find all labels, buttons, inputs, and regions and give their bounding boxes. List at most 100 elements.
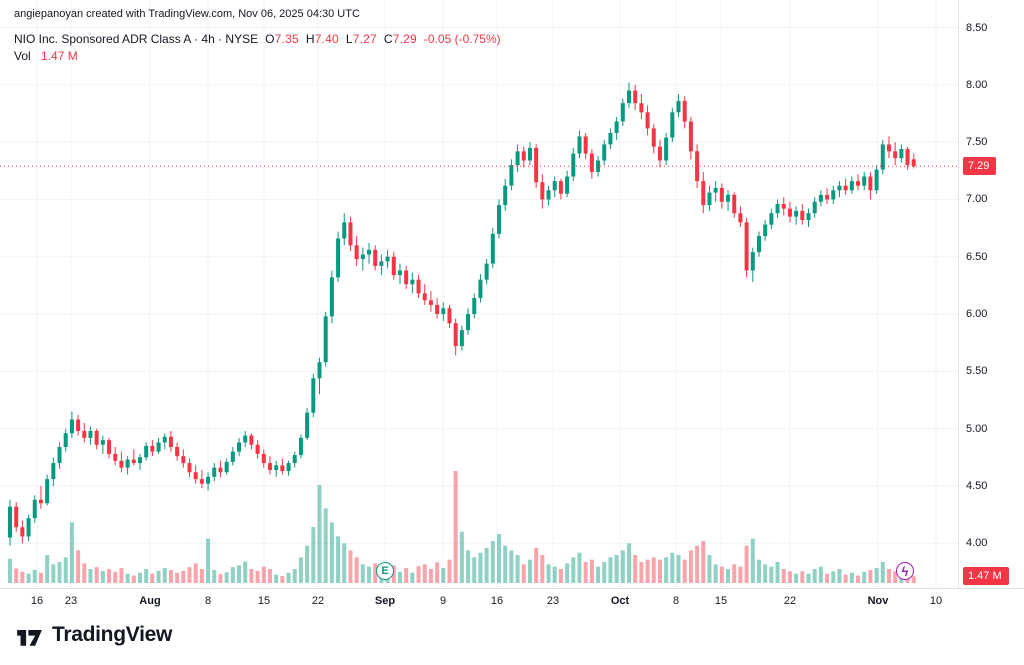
volume-bar xyxy=(317,485,322,583)
volume-bar xyxy=(818,566,823,583)
candle-body xyxy=(719,187,724,202)
candle-body xyxy=(441,308,446,315)
volume-bar xyxy=(645,559,650,583)
volume-bar xyxy=(20,571,25,583)
candle-body xyxy=(57,447,62,464)
volume-bar xyxy=(534,548,539,583)
candle-body xyxy=(657,146,662,161)
candle-body xyxy=(69,419,74,434)
volume-bar xyxy=(744,545,749,583)
high-value: H7.40 xyxy=(305,32,339,46)
candle-body xyxy=(292,455,297,464)
volume-bar xyxy=(627,543,631,583)
chart-canvas[interactable] xyxy=(0,0,958,588)
volume-bar xyxy=(682,559,687,583)
volume-bar xyxy=(107,569,112,583)
volume-bar xyxy=(775,562,780,583)
tradingview-logo[interactable]: TradingView xyxy=(16,622,172,647)
price-axis-label: 8.00 xyxy=(966,78,988,91)
candle-body xyxy=(391,256,396,276)
volume-bar xyxy=(515,555,520,583)
time-axis-label: 15 xyxy=(257,595,271,607)
volume-bar xyxy=(119,568,124,583)
price-axis[interactable]: 7.29 1.47 M 8.50 8.00 7.50 7.00 6.50 6.00 5.50… xyxy=(958,0,1024,614)
volume-bar xyxy=(243,561,248,583)
volume-bar xyxy=(503,545,508,583)
volume-bar xyxy=(763,564,768,583)
attribution-text: angiepanoyan created with TradingView.co… xyxy=(14,8,360,20)
volume-bar xyxy=(911,576,916,583)
candle-body xyxy=(515,151,520,166)
volume-bar xyxy=(323,508,328,583)
volume-bar xyxy=(162,568,167,583)
volume-bar xyxy=(794,573,799,583)
candle-body xyxy=(131,459,136,464)
tradingview-logo-icon xyxy=(17,630,42,646)
time-axis-label: 16 xyxy=(490,595,504,607)
volume-bar xyxy=(76,550,81,583)
candle-body xyxy=(707,192,712,206)
candle-body xyxy=(627,90,631,104)
volume-bar xyxy=(57,562,62,583)
candle-body xyxy=(32,499,37,519)
candle-body xyxy=(82,430,87,438)
candle-body xyxy=(336,238,341,278)
change-value: -0.05 (-0.75%) xyxy=(423,32,501,46)
candle-body xyxy=(639,103,644,113)
candle-body xyxy=(608,132,613,145)
volume-bar xyxy=(602,562,607,583)
time-axis[interactable]: 16 23 Aug 8 15 22 Sep 9 16 23 Oct 8 15 22 Nov 10 xyxy=(0,588,1024,615)
candle-body xyxy=(756,236,761,253)
candle-body xyxy=(249,435,254,445)
candle-body xyxy=(218,467,223,473)
candle-body xyxy=(527,147,532,161)
candle-body xyxy=(744,222,749,271)
volume-bar xyxy=(249,569,254,583)
candle-body xyxy=(695,151,700,182)
volume-bar xyxy=(69,522,74,583)
price-axis-label: 5.50 xyxy=(966,365,988,378)
candle-body xyxy=(787,208,792,217)
volume-bar xyxy=(750,538,755,583)
candle-body xyxy=(286,463,291,472)
volume-bar xyxy=(14,568,19,583)
candle-body xyxy=(379,261,384,266)
volume-bar xyxy=(633,555,638,583)
candle-body xyxy=(175,447,180,457)
candle-body xyxy=(453,323,458,347)
volume-bar xyxy=(156,570,161,583)
candle-body xyxy=(51,463,56,480)
volume-bar xyxy=(125,573,130,583)
volume-bar xyxy=(422,564,427,583)
candle-body xyxy=(676,100,681,113)
candle-body xyxy=(800,210,805,221)
volume-bar xyxy=(8,558,12,583)
volume-bar xyxy=(32,569,37,583)
low-value: L7.27 xyxy=(345,32,377,46)
volume-bar xyxy=(391,565,396,583)
volume-bar xyxy=(769,566,774,583)
volume-bar xyxy=(459,531,464,583)
lightning-icon[interactable]: ϟ xyxy=(896,562,914,580)
candle-body xyxy=(843,185,848,191)
candle-body xyxy=(367,249,372,255)
volume-bar xyxy=(267,569,272,583)
candle-body xyxy=(76,419,81,431)
candle-body xyxy=(329,277,334,317)
volume-bar xyxy=(274,574,279,583)
volume-bar xyxy=(137,572,142,583)
volume-bar xyxy=(168,569,173,583)
candle-body xyxy=(261,453,266,464)
candle-body xyxy=(298,437,303,456)
volume-bar xyxy=(651,557,656,583)
candle-body xyxy=(583,136,588,154)
candle-body xyxy=(348,222,353,246)
volume-bar xyxy=(94,567,99,583)
candle-body xyxy=(577,136,582,154)
earnings-icon[interactable]: E xyxy=(376,562,394,580)
volume-bar xyxy=(478,552,483,583)
volume-bar xyxy=(620,550,625,583)
symbol-legend[interactable]: NIO Inc. Sponsored ADR Class A · 4h · NY… xyxy=(14,32,501,46)
volume-bar xyxy=(806,573,811,583)
symbol-title[interactable]: NIO Inc. Sponsored ADR Class A · 4h · NY… xyxy=(14,32,259,46)
